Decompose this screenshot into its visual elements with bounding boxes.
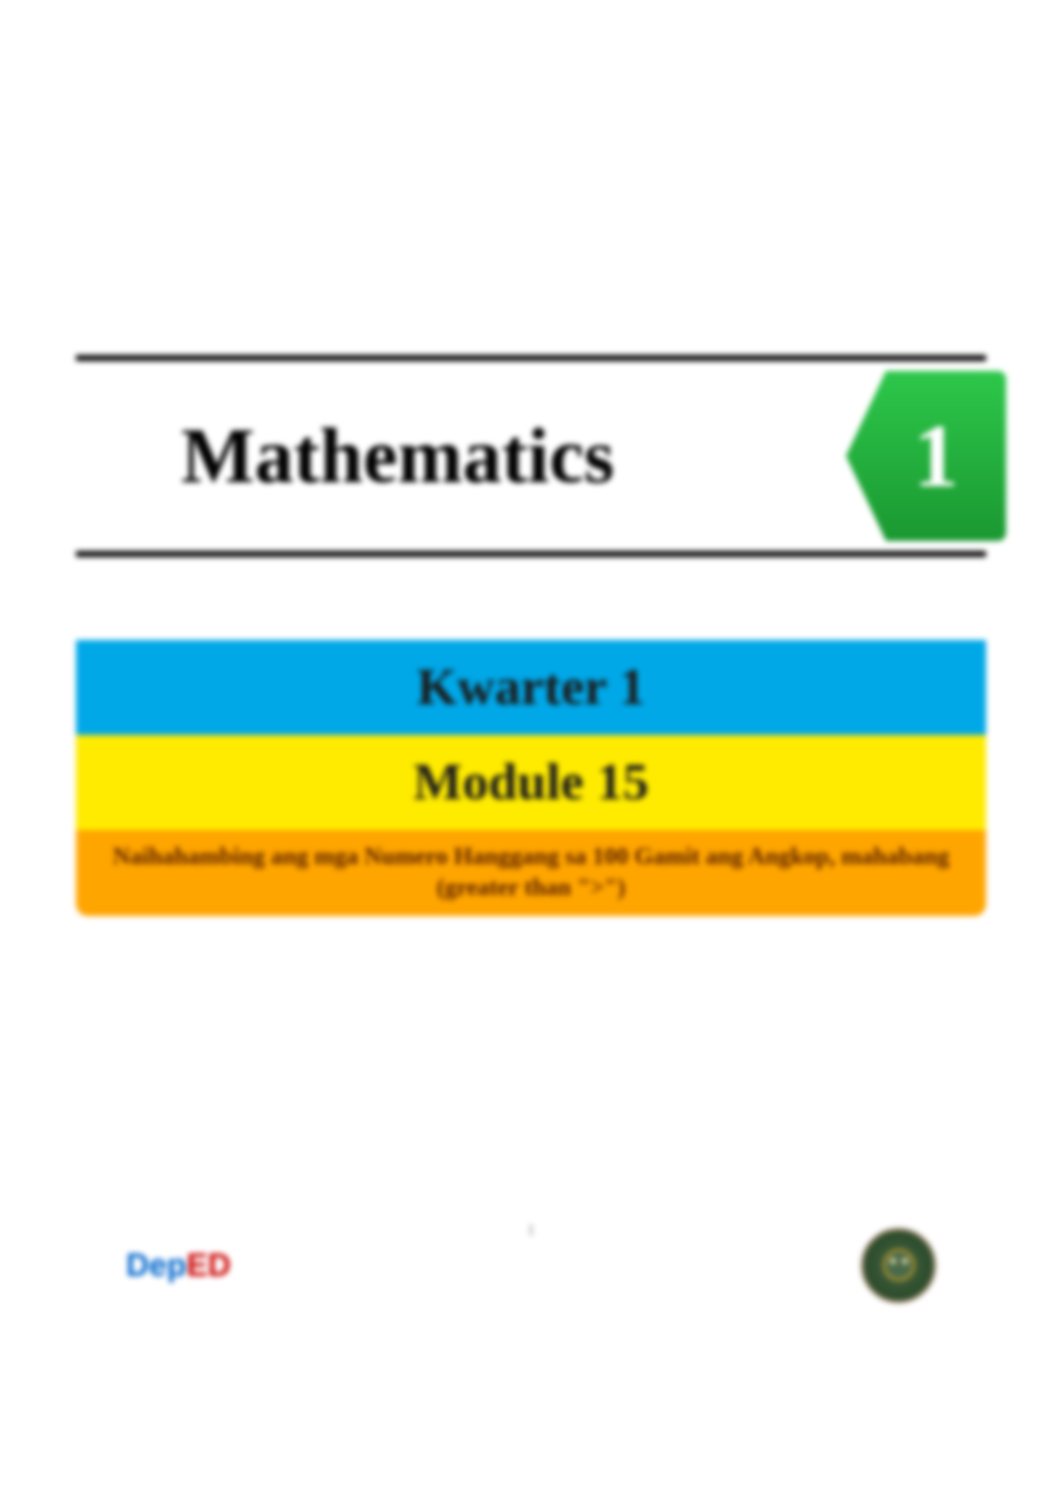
banner-section: Kwarter 1 Module 15 Naihahambing ang mga… [76,640,986,916]
description-line-2: (greater than ">") [437,875,626,901]
seal-icon [879,1245,919,1285]
description-banner: Naihahambing ang mga Numero Hanggang sa … [76,830,986,916]
subject-title: Mathematics [181,411,614,501]
logo-text-dep: Dep [126,1247,186,1284]
module-banner: Module 15 [76,735,986,830]
footer-section: DepED [76,1220,986,1310]
grade-badge: 1 [846,371,1006,541]
seal-logo [861,1228,936,1303]
description-line-1: Naihahambing ang mga Numero Hanggang sa … [113,844,949,870]
document-page: Mathematics 1 Kwarter 1 Module 15 Naihah… [76,0,986,1310]
quarter-banner: Kwarter 1 [76,640,986,735]
logo-text-ed: ED [186,1247,230,1284]
deped-logo: DepED [126,1238,256,1293]
grade-number: 1 [914,405,959,508]
title-section: Mathematics 1 [76,355,986,557]
